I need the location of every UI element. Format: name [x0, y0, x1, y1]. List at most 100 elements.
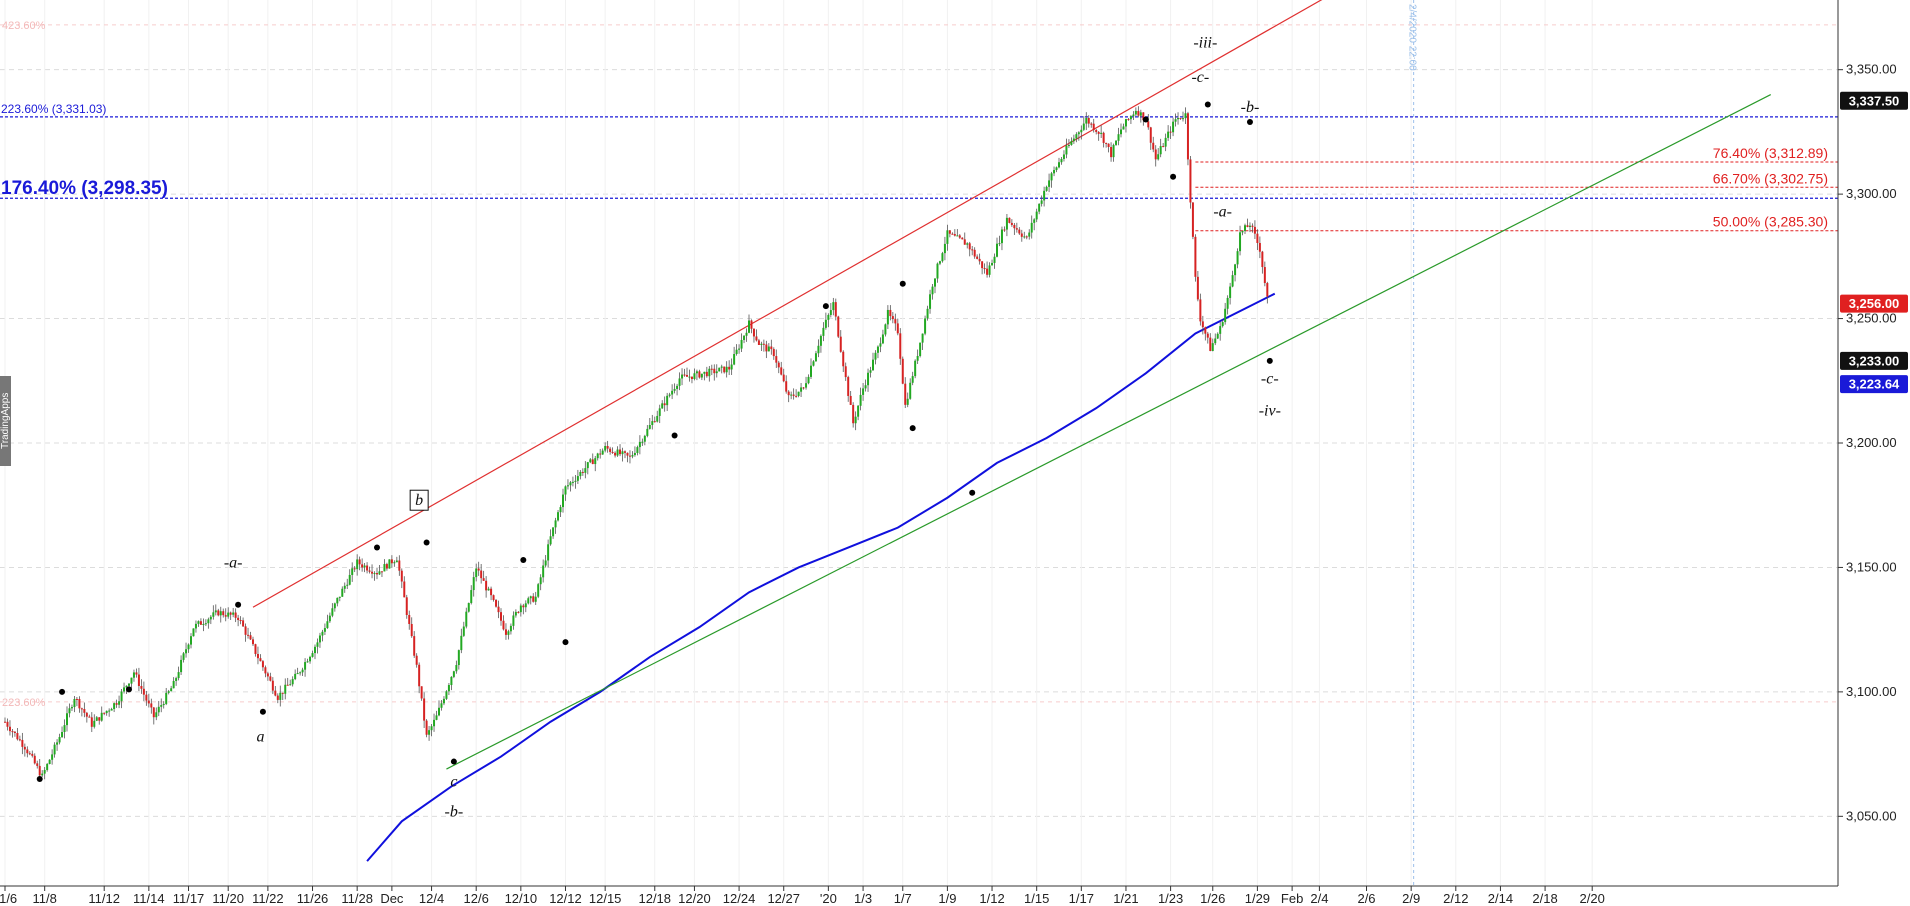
x-tick-label: 1/21	[1113, 891, 1138, 906]
candle-body	[710, 368, 713, 370]
candle-body	[1246, 225, 1249, 228]
candle-body	[70, 707, 73, 709]
candle-body	[207, 619, 210, 624]
candle-body	[393, 562, 396, 564]
candle-body	[534, 596, 537, 602]
candle-body	[1149, 127, 1152, 143]
candle-body	[1048, 180, 1051, 187]
candle-body	[1224, 308, 1227, 323]
candle-body	[160, 705, 163, 707]
candle-body	[36, 763, 39, 766]
candle-body	[547, 544, 550, 561]
x-tick-label: 2/18	[1532, 891, 1557, 906]
candle-body	[23, 746, 26, 750]
x-tick-label: 2/14	[1488, 891, 1513, 906]
candle-body	[41, 773, 44, 776]
candle-body	[1045, 186, 1048, 191]
swing-point	[1204, 101, 1211, 108]
candle-body	[1124, 119, 1127, 127]
candle-body	[686, 375, 688, 377]
candle-body	[209, 616, 212, 620]
swing-point	[1170, 173, 1177, 180]
x-tick-label: 12/27	[767, 891, 800, 906]
candle-body	[750, 320, 753, 329]
x-tick-label: 12/12	[549, 891, 582, 906]
candle-body	[1189, 159, 1192, 203]
candle-body	[1244, 225, 1246, 231]
faint-level-label: 223.60%	[2, 697, 46, 709]
candle-body	[542, 565, 545, 578]
candle-body	[552, 527, 555, 537]
candle-body	[405, 597, 408, 615]
candle-body	[678, 378, 681, 386]
candle-body	[1226, 297, 1229, 309]
candle-body	[812, 361, 815, 366]
candle-body	[88, 716, 91, 718]
candle-body	[1067, 144, 1070, 146]
candle-body	[884, 324, 887, 335]
candle-body	[621, 451, 624, 455]
candle-body	[75, 698, 78, 700]
candle-body	[517, 611, 520, 613]
candle-body	[224, 615, 227, 617]
candle-body	[988, 265, 991, 275]
candle-body	[817, 345, 820, 354]
candle-body	[646, 428, 649, 436]
candle-body	[1005, 217, 1008, 230]
candle-body	[73, 698, 76, 708]
candle-body	[130, 677, 133, 684]
candle-body	[1035, 211, 1038, 220]
candle-body	[1137, 110, 1140, 116]
candle-body	[321, 631, 324, 636]
candle-body	[643, 435, 646, 442]
candle-body	[1075, 134, 1078, 139]
candle-body	[266, 673, 269, 677]
candle-body	[847, 377, 850, 396]
x-tick-label: 1/9	[938, 891, 956, 906]
fib-level-label: 223.60% (3,331.03)	[1, 102, 106, 116]
candle-body	[1204, 327, 1207, 334]
x-tick-label: 1/3	[854, 891, 872, 906]
x-tick-label: 2/12	[1443, 891, 1468, 906]
candle-body	[328, 615, 331, 622]
x-tick-label: 11/14	[133, 891, 165, 906]
candle-body	[51, 754, 54, 760]
candle-body	[681, 374, 684, 379]
candle-body	[356, 559, 359, 570]
candle-body	[971, 249, 974, 251]
candle-body	[770, 346, 773, 350]
candle-body	[859, 394, 862, 406]
candle-body	[28, 753, 31, 755]
wave-label: -c-	[1261, 370, 1279, 387]
candle-body	[755, 336, 758, 341]
candle-body	[1072, 138, 1075, 142]
candle-body	[256, 653, 259, 659]
candle-body	[237, 617, 240, 621]
x-tick-label: 11/17	[173, 891, 205, 906]
candle-body	[728, 366, 731, 370]
candle-body	[673, 388, 676, 391]
candle-body	[276, 695, 279, 700]
candle-body	[641, 441, 644, 443]
candle-body	[252, 639, 254, 645]
candle-body	[953, 234, 956, 236]
candle-body	[470, 590, 473, 604]
candle-body	[698, 371, 701, 378]
candle-body	[738, 348, 741, 350]
candle-body	[824, 319, 827, 328]
candle-body	[502, 620, 505, 630]
candle-body	[477, 568, 480, 571]
x-tick-label: 2/4	[1310, 891, 1328, 906]
moving-average	[366, 292, 1276, 862]
swing-point	[1246, 118, 1253, 125]
candle-body	[919, 342, 922, 356]
candle-body	[323, 628, 326, 632]
candle-body	[566, 485, 569, 487]
candle-body	[105, 710, 108, 714]
candle-body	[1058, 162, 1060, 168]
candle-body	[175, 678, 178, 681]
candle-body	[725, 366, 728, 373]
candle-body	[487, 588, 490, 591]
wave-label: -b-	[1241, 99, 1260, 116]
